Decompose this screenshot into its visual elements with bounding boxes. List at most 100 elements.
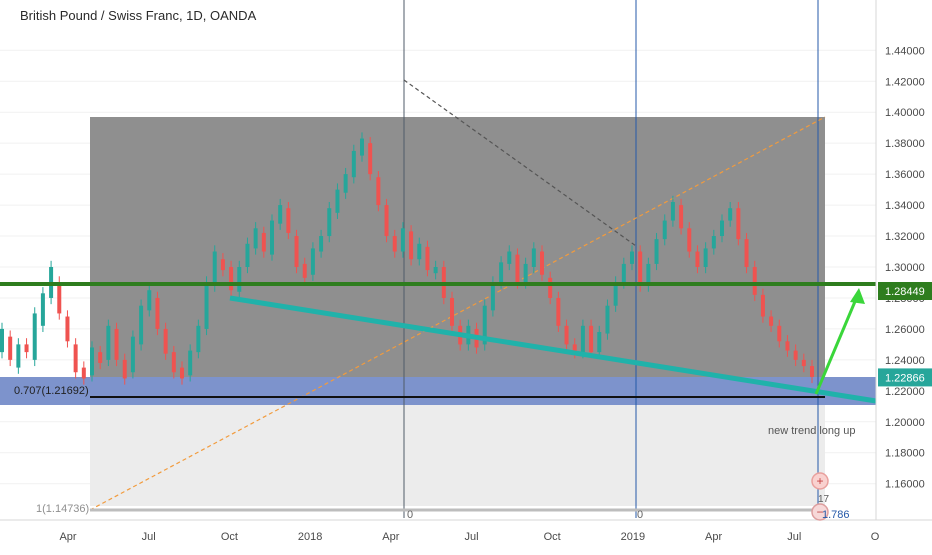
candle-body [769, 316, 774, 326]
x-tick-label: 2019 [621, 531, 645, 543]
candle-body [73, 344, 78, 373]
bottom-count-label: 17 [818, 494, 830, 505]
candle-body [630, 251, 634, 264]
annotation-text: new trend long up [768, 425, 855, 437]
candle-body [695, 251, 700, 267]
candle-body [302, 263, 307, 278]
candle-body [343, 174, 348, 193]
y-tick-label: 1.16000 [885, 479, 925, 491]
y-tick-label: 1.24000 [885, 355, 925, 367]
y-tick-label: 1.22000 [885, 386, 925, 398]
green-arrow-shaft [814, 291, 861, 395]
candle-body [319, 236, 324, 252]
candle-body [670, 201, 675, 221]
x-tick-label: Jul [787, 531, 801, 543]
candle-body [540, 251, 544, 275]
y-axis-panel [876, 0, 932, 550]
candle-body [580, 325, 585, 353]
candle-body [90, 347, 94, 376]
candle-body [507, 251, 512, 264]
candle-body [376, 177, 381, 206]
candle-body [433, 267, 438, 274]
candle-body [253, 228, 258, 249]
candle-body [548, 277, 553, 298]
trendline-cyan [229, 295, 877, 404]
candle-body [490, 282, 495, 311]
plus-icon: + [816, 474, 823, 488]
candle-body [335, 189, 340, 213]
candle-body [270, 220, 274, 255]
candle-body [417, 243, 422, 260]
candle-body [16, 344, 21, 368]
candle-body [450, 297, 454, 326]
candle-body [57, 282, 62, 314]
candle-body [24, 344, 29, 353]
chart-title: British Pound / Swiss Franc, 1D, OANDA [20, 8, 257, 23]
candle-body [793, 350, 798, 360]
bottom-value-label: 1.786 [822, 509, 850, 521]
candle-body [155, 297, 160, 329]
x-tick-label: 2018 [298, 531, 322, 543]
candle-body [106, 325, 111, 360]
candle-body [646, 263, 651, 286]
fib-diagonal-orange [89, 116, 826, 511]
y-tick-label: 1.40000 [885, 107, 925, 119]
candle-body [180, 367, 184, 379]
candle-body [523, 263, 528, 283]
event-marker-bottom-circle[interactable] [811, 503, 829, 521]
price-label-bg [878, 368, 932, 387]
candle-body [0, 328, 4, 353]
candle-body [310, 248, 315, 275]
dashed-trend-gray [403, 79, 637, 247]
y-tick-label: 1.26000 [885, 324, 925, 336]
candle-body [81, 367, 86, 379]
green-arrow [814, 288, 865, 395]
candle-body [687, 228, 692, 252]
candle-body [810, 366, 814, 377]
candle-body [65, 316, 70, 342]
x-tick-label: Apr [382, 531, 399, 543]
candle-body [711, 236, 716, 249]
minus-icon: − [816, 505, 823, 519]
candle-body [409, 231, 414, 260]
candle-body [564, 325, 569, 345]
candle-body [98, 352, 103, 363]
candle-body [171, 352, 176, 373]
candle-body [204, 282, 209, 329]
candle-body [245, 243, 250, 267]
candle-body [188, 350, 193, 376]
candle-body [621, 263, 626, 283]
y-tick-label: 1.36000 [885, 169, 925, 181]
candle-body [327, 208, 332, 237]
candle-body [40, 293, 45, 326]
y-tick-label: 1.42000 [885, 76, 925, 88]
event-marker-bottom[interactable]: − [811, 503, 829, 521]
y-axis-layer: 1.44000 1.42000 1.40000 1.38000 1.36000 1.340… [878, 45, 932, 491]
x-tick-label: Apr [59, 531, 76, 543]
candle-body [597, 332, 602, 353]
x-tick-label: Oct [221, 531, 238, 543]
event-marker-top-circle[interactable] [811, 472, 829, 490]
fib-band-blue [0, 377, 876, 405]
event-marker-top[interactable]: + [811, 472, 829, 490]
y-tick-label: 1.18000 [885, 448, 925, 460]
y-tick-label: 1.44000 [885, 45, 925, 57]
candle-body [286, 208, 291, 233]
x-tick-label: Oct [544, 531, 561, 543]
candle-body [744, 239, 749, 267]
candle-body [589, 325, 594, 353]
candle-body [8, 336, 13, 360]
candle-body [556, 297, 561, 326]
price-label-text: 1.28449 [885, 286, 925, 298]
candle-body [662, 220, 667, 240]
candle-body [384, 205, 389, 237]
candle-body [392, 236, 397, 252]
zero-label-b: 0 [637, 509, 643, 521]
x-tick-label: Jul [142, 531, 156, 543]
candle-body [531, 248, 536, 267]
candle-body [212, 251, 217, 286]
price-label-bg [878, 282, 932, 301]
candle-body [220, 259, 225, 271]
